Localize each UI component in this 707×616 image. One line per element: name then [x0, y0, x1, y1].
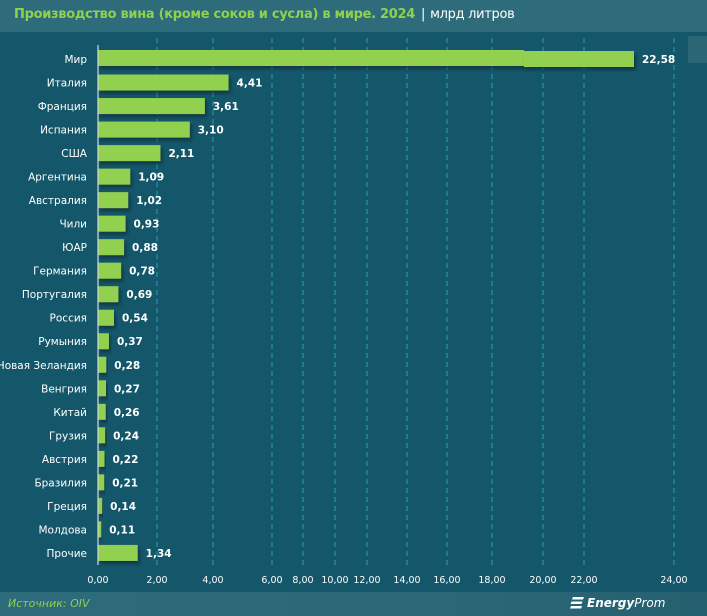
chart-header: Производство вина (кроме соков и сусла) … — [0, 0, 707, 32]
category-label: Молдова — [38, 524, 87, 536]
chart-title: Производство вина (кроме соков и сусла) … — [14, 7, 515, 22]
bar-segment — [98, 50, 524, 66]
x-tick-label: 8,00 — [292, 575, 313, 586]
data-label: 0,26 — [114, 407, 140, 419]
bar — [98, 98, 205, 115]
x-tick-label: 10,00 — [321, 575, 348, 586]
category-label: Франция — [38, 101, 87, 113]
data-label: 0,21 — [112, 477, 138, 489]
category-label: Чили — [59, 219, 87, 231]
bar — [98, 544, 138, 561]
category-label: Россия — [50, 313, 87, 325]
x-tick-label: 16,00 — [433, 575, 460, 586]
category-label: Испания — [40, 125, 87, 137]
data-label: 0,69 — [126, 289, 152, 301]
data-label: 22,58 — [642, 54, 675, 66]
x-tick-label: 12,00 — [353, 575, 380, 586]
bar — [98, 356, 107, 373]
data-label: 0,54 — [122, 313, 148, 325]
data-label: 1,34 — [146, 548, 172, 560]
data-label: 0,93 — [134, 219, 160, 231]
category-label: Греция — [47, 501, 87, 513]
side-panel — [688, 36, 707, 63]
data-label: 4,41 — [237, 78, 263, 90]
data-label: 3,61 — [213, 101, 239, 113]
footer: Источник: OIV EnergyProm — [0, 592, 707, 616]
x-tick-label: 18,00 — [478, 575, 505, 586]
data-label: 0,88 — [132, 242, 158, 254]
category-label: Германия — [33, 266, 87, 278]
data-label: 1,09 — [138, 172, 164, 184]
bar — [98, 215, 126, 232]
title-text: Производство вина (кроме соков и сусла) … — [14, 7, 416, 22]
unit-label: млрд литров — [430, 7, 515, 22]
bar — [98, 121, 190, 138]
bar — [98, 427, 106, 444]
bar — [98, 145, 161, 162]
bar — [98, 474, 105, 491]
data-label: 0,27 — [114, 383, 140, 395]
category-label: Мир — [64, 54, 87, 66]
data-label: 0,22 — [113, 454, 139, 466]
bar — [98, 168, 131, 185]
data-label: 0,28 — [114, 360, 140, 372]
category-label: Венгрия — [41, 383, 87, 395]
x-tick-label: 4,00 — [202, 575, 223, 586]
x-tick-label: 20,00 — [529, 575, 556, 586]
category-label: Новая Зеландия — [0, 360, 87, 372]
data-label: 3,10 — [198, 125, 224, 137]
data-label: 0,14 — [110, 501, 136, 513]
x-tick-label: 2,00 — [146, 575, 167, 586]
x-tick-label: 24,00 — [660, 575, 687, 586]
energyprom-logo: EnergyProm — [570, 596, 665, 610]
bar — [98, 403, 106, 420]
bar — [98, 262, 122, 279]
category-label: Прочие — [47, 548, 87, 560]
data-label: 0,24 — [113, 430, 139, 442]
category-label: ЮАР — [62, 242, 87, 254]
bar — [98, 380, 106, 397]
category-label: Австралия — [29, 195, 87, 207]
x-tick-label: 14,00 — [393, 575, 420, 586]
bar — [98, 309, 114, 326]
category-label: Португалия — [22, 289, 87, 301]
logo-light: Prom — [634, 596, 666, 610]
bar — [98, 74, 229, 91]
energyprom-logo-icon — [570, 597, 584, 609]
source-label: Источник: OIV — [8, 597, 90, 610]
category-label: США — [61, 148, 88, 160]
bar — [98, 192, 129, 209]
bar — [98, 497, 103, 514]
data-label: 1,02 — [136, 195, 162, 207]
category-label: Австрия — [42, 454, 87, 466]
category-label: Румыния — [38, 336, 87, 348]
data-label: 2,11 — [168, 148, 194, 160]
x-tick-label: 0,00 — [87, 575, 108, 586]
category-label: Китай — [53, 407, 87, 419]
bar — [98, 286, 119, 303]
data-label: 0,37 — [117, 336, 143, 348]
category-label: Италия — [47, 78, 87, 90]
bar-chart: Мир Италия Франция Испания США Аргентина Австр… — [0, 38, 688, 586]
bar — [524, 51, 634, 67]
category-label: Грузия — [49, 430, 87, 442]
bar — [98, 333, 109, 350]
logo-bold: Energy — [587, 596, 635, 610]
bar — [98, 239, 125, 256]
bar — [98, 521, 102, 538]
data-label: 0,11 — [109, 524, 135, 536]
bar — [98, 450, 105, 467]
x-tick-label: 6,00 — [261, 575, 282, 586]
category-label: Аргентина — [28, 172, 87, 184]
data-label: 0,78 — [129, 266, 155, 278]
title-separator: | — [421, 7, 426, 22]
x-tick-label: 22,00 — [570, 575, 597, 586]
category-label: Бразилия — [34, 477, 87, 489]
